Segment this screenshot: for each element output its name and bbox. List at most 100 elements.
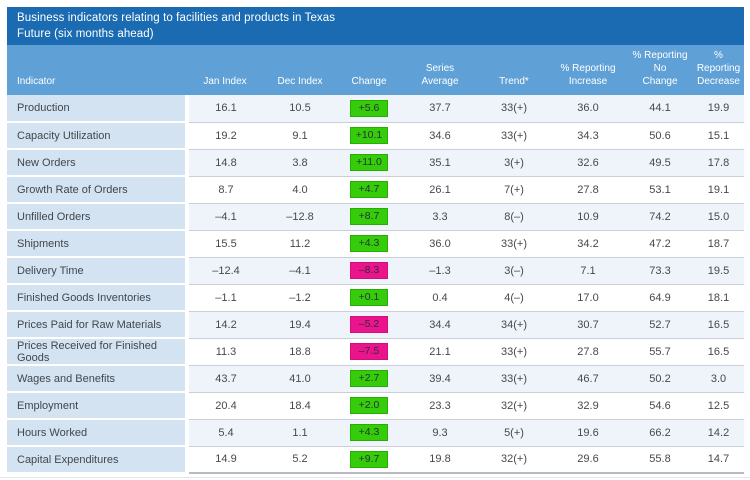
change-badge: +10.1 [350,127,388,144]
pct-decrease-cell: 18.1 [693,284,744,312]
change-cell: +10.1 [337,122,401,150]
pct-no-change-cell: 55.8 [627,446,693,474]
series-average-cell: 39.4 [401,365,479,393]
table-row: Capital Expenditures 14.9 5.2 +9.7 19.8 … [7,446,744,474]
dec-index-cell: –4.1 [263,257,337,285]
trend-cell: 33(+) [479,338,549,366]
table-row: Prices Received for Finished Goods 11.3 … [7,338,744,366]
change-cell: +8.7 [337,203,401,231]
indicator-cell: Unfilled Orders [7,203,189,231]
pct-increase-cell: 27.8 [549,176,627,204]
indicator-cell: Growth Rate of Orders [7,176,189,204]
pct-no-change-cell: 74.2 [627,203,693,231]
dec-index-cell: 18.8 [263,338,337,366]
jan-index-cell: –1.1 [187,284,263,312]
change-badge: +8.7 [350,208,388,225]
change-cell: +2.7 [337,365,401,393]
change-cell: –8.3 [337,257,401,285]
series-average-cell: 35.1 [401,149,479,177]
trend-cell: 5(+) [479,419,549,447]
pct-no-change-cell: 50.2 [627,365,693,393]
table-row: Hours Worked 5.4 1.1 +4.3 9.3 5(+) 19.6 … [7,419,744,447]
change-badge: +11.0 [350,154,388,171]
table-row: New Orders 14.8 3.8 +11.0 35.1 3(+) 32.6… [7,149,744,177]
change-cell: +4.3 [337,419,401,447]
change-cell: +5.6 [337,95,401,123]
dec-index-cell: 4.0 [263,176,337,204]
trend-cell: 32(+) [479,446,549,474]
series-average-cell: 37.7 [401,95,479,123]
dec-index-cell: 10.5 [263,95,337,123]
table-row: Employment 20.4 18.4 +2.0 23.3 32(+) 32.… [7,392,744,420]
pct-increase-cell: 46.7 [549,365,627,393]
table-row: Shipments 15.5 11.2 +4.3 36.0 33(+) 34.2… [7,230,744,258]
column-header-row: Indicator Jan Index Dec Index Change Ser… [7,45,744,95]
trend-cell: 34(+) [479,311,549,339]
change-badge: –7.5 [350,343,388,360]
series-average-cell: 3.3 [401,203,479,231]
table-row: Production 16.1 10.5 +5.6 37.7 33(+) 36.… [7,95,744,123]
table-row: Delivery Time –12.4 –4.1 –8.3 –1.3 3(–) … [7,257,744,285]
indicator-cell: Wages and Benefits [7,365,189,393]
trend-cell: 3(+) [479,149,549,177]
jan-index-cell: 19.2 [187,122,263,150]
dec-index-cell: 41.0 [263,365,337,393]
pct-no-change-cell: 64.9 [627,284,693,312]
series-average-cell: 34.6 [401,122,479,150]
jan-index-cell: 11.3 [187,338,263,366]
pct-increase-cell: 19.6 [549,419,627,447]
change-badge: +4.3 [350,235,388,252]
pct-increase-cell: 32.9 [549,392,627,420]
pct-increase-cell: 34.2 [549,230,627,258]
change-cell: +4.7 [337,176,401,204]
change-cell: –7.5 [337,338,401,366]
trend-cell: 3(–) [479,257,549,285]
trend-cell: 33(+) [479,230,549,258]
pct-decrease-cell: 15.1 [693,122,744,150]
dec-index-cell: 19.4 [263,311,337,339]
change-badge: +2.7 [350,370,388,387]
jan-index-cell: 14.9 [187,446,263,474]
report-header: Business indicators relating to faciliti… [7,7,744,45]
change-badge: +9.7 [350,450,388,468]
table-row: Capacity Utilization 19.2 9.1 +10.1 34.6… [7,122,744,150]
column-header-change: Change [337,45,401,95]
indicator-cell: Delivery Time [7,257,189,285]
pct-increase-cell: 7.1 [549,257,627,285]
series-average-cell: 36.0 [401,230,479,258]
pct-decrease-cell: 19.5 [693,257,744,285]
trend-cell: 8(–) [479,203,549,231]
table-row: Growth Rate of Orders 8.7 4.0 +4.7 26.1 … [7,176,744,204]
jan-index-cell: 20.4 [187,392,263,420]
pct-increase-cell: 30.7 [549,311,627,339]
trend-cell: 4(–) [479,284,549,312]
jan-index-cell: 14.8 [187,149,263,177]
indicator-cell: Hours Worked [7,419,189,447]
trend-cell: 32(+) [479,392,549,420]
pct-decrease-cell: 3.0 [693,365,744,393]
dec-index-cell: 5.2 [263,446,337,474]
trend-cell: 33(+) [479,122,549,150]
indicator-cell: Prices Received for Finished Goods [7,338,189,366]
pct-decrease-cell: 12.5 [693,392,744,420]
report-subtitle: Future (six months ahead) [17,27,154,40]
column-header-pct-decrease: % Reporting Decrease [693,45,744,95]
dec-index-cell: 1.1 [263,419,337,447]
indicator-cell: Shipments [7,230,189,258]
pct-no-change-cell: 52.7 [627,311,693,339]
bottom-rule [0,477,750,478]
table-row: Wages and Benefits 43.7 41.0 +2.7 39.4 3… [7,365,744,393]
jan-index-cell: 5.4 [187,419,263,447]
change-cell: +0.1 [337,284,401,312]
column-header-series-average: Series Average [401,45,479,95]
dec-index-cell: –1.2 [263,284,337,312]
table-row: Finished Goods Inventories –1.1 –1.2 +0.… [7,284,744,312]
pct-decrease-cell: 19.9 [693,95,744,123]
series-average-cell: 19.8 [401,446,479,474]
column-header-indicator: Indicator [7,45,187,95]
jan-index-cell: 8.7 [187,176,263,204]
indicator-cell: Finished Goods Inventories [7,284,189,312]
pct-no-change-cell: 49.5 [627,149,693,177]
dec-index-cell: 9.1 [263,122,337,150]
